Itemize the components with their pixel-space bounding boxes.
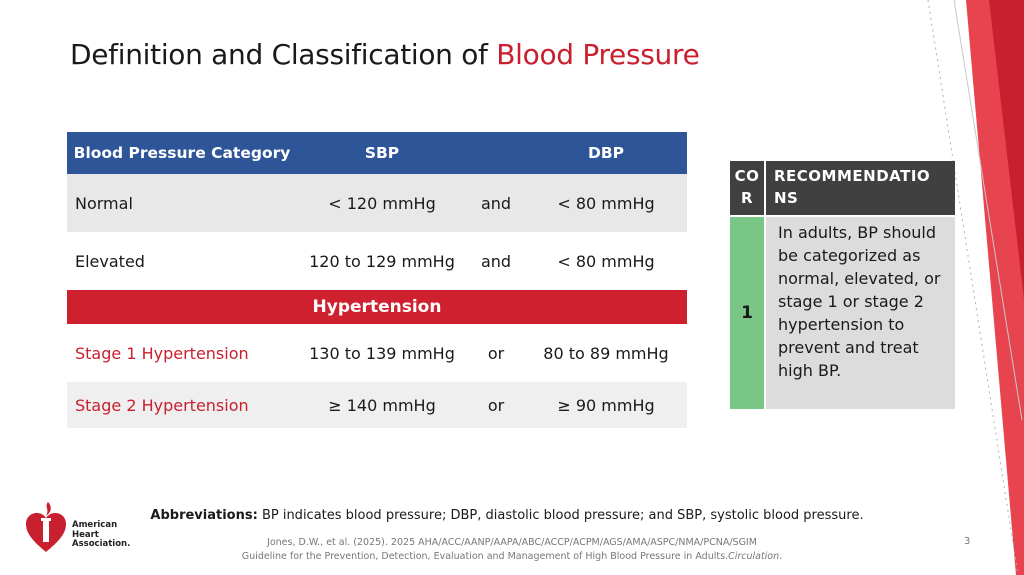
category-cell: Normal: [67, 174, 297, 232]
citation-journal: Circulation: [728, 551, 780, 562]
cor-header-row: CO R RECOMMENDATIO NS: [730, 161, 955, 215]
recommendations-header: RECOMMENDATIO NS: [766, 161, 955, 215]
sbp-cell: 130 to 139 mmHg: [297, 324, 467, 382]
table-header-row: Blood Pressure Category SBP DBP: [67, 132, 687, 174]
logo-line3: Association.: [72, 539, 131, 549]
dbp-cell: 80 to 89 mmHg: [525, 324, 687, 382]
title-accent: Blood Pressure: [496, 38, 700, 71]
table-row: Stage 1 Hypertension 130 to 139 mmHg or …: [67, 324, 687, 382]
title-prefix: Definition and Classification of: [70, 38, 497, 71]
sbp-cell: ≥ 140 mmHg: [297, 382, 467, 428]
citation: Jones, D.W., et al. (2025). 2025 AHA/ACC…: [0, 536, 1024, 564]
page-title: Definition and Classification of Blood P…: [70, 38, 700, 71]
cor-row: 1 In adults, BP should be categorized as…: [730, 217, 955, 409]
decorative-ribbon: [927, 0, 1024, 575]
table-row: Elevated 120 to 129 mmHg and < 80 mmHg: [67, 232, 687, 290]
conj-cell: or: [467, 382, 525, 428]
page-number: 3: [964, 536, 971, 547]
conj-cell: and: [467, 232, 525, 290]
abbreviations-note: Abbreviations: BP indicates blood pressu…: [0, 508, 1014, 523]
dbp-cell: < 80 mmHg: [525, 232, 687, 290]
conj-cell: and: [467, 174, 525, 232]
logo-line2: Heart: [72, 529, 99, 540]
abbreviations-text: BP indicates blood pressure; DBP, diasto…: [257, 508, 864, 523]
dbp-cell: ≥ 90 mmHg: [525, 382, 687, 428]
sbp-cell: < 120 mmHg: [297, 174, 467, 232]
bp-classification-table: Blood Pressure Category SBP DBP Normal <…: [67, 132, 687, 428]
header-category: Blood Pressure Category: [67, 132, 297, 174]
cor-level: 1: [730, 217, 764, 409]
aha-wordmark: American Heart Association.: [72, 520, 131, 550]
conj-cell: or: [467, 324, 525, 382]
recommendation-text: In adults, BP should be categorized as n…: [766, 217, 955, 409]
cor-recommendation-table: CO R RECOMMENDATIO NS 1 In adults, BP sh…: [728, 159, 957, 411]
citation-line1: Jones, D.W., et al. (2025). 2025 AHA/ACC…: [267, 537, 757, 548]
abbreviations-label: Abbreviations:: [150, 508, 258, 523]
header-dbp: DBP: [525, 132, 687, 174]
cor-header: CO R: [730, 161, 764, 215]
category-cell: Elevated: [67, 232, 297, 290]
logo-line1: American: [72, 520, 118, 530]
table-row: Stage 2 Hypertension ≥ 140 mmHg or ≥ 90 …: [67, 382, 687, 428]
heart-torch-icon: [26, 502, 66, 552]
header-sbp: SBP: [297, 132, 467, 174]
table-row: Normal < 120 mmHg and < 80 mmHg: [67, 174, 687, 232]
citation-end: .: [779, 551, 783, 562]
citation-line2-wrap: Guideline for the Prevention, Detection,…: [0, 550, 1024, 564]
category-cell: Stage 1 Hypertension: [67, 324, 297, 382]
citation-line2: Guideline for the Prevention, Detection,…: [241, 551, 729, 562]
hypertension-section-row: Hypertension: [67, 290, 687, 324]
dbp-cell: < 80 mmHg: [525, 174, 687, 232]
hypertension-label: Hypertension: [67, 290, 687, 324]
header-conj: [467, 132, 525, 174]
category-cell: Stage 2 Hypertension: [67, 382, 297, 428]
sbp-cell: 120 to 129 mmHg: [297, 232, 467, 290]
